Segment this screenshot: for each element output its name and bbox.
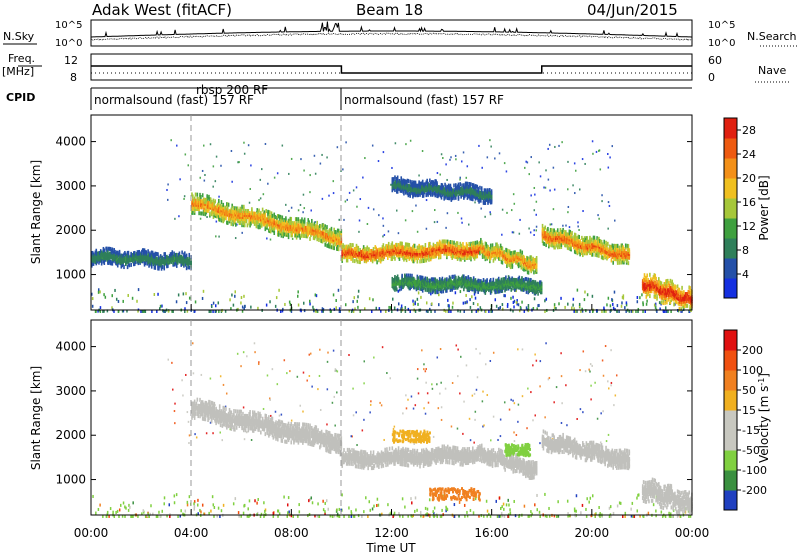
nave-tick-top: 60 — [708, 54, 722, 67]
noise-right-tick-top: 10^5 — [708, 20, 735, 31]
velocity-cbar-tick-6: -100 — [742, 464, 767, 477]
station-title: Adak West (fitACF) — [92, 1, 232, 19]
velocity-cbar-tick-1: 100 — [742, 364, 763, 377]
power-y-axis-label: Slant Range [km] — [29, 160, 43, 264]
velocity-swatch-4 — [724, 410, 737, 431]
power-colorbar-label: Power [dB] — [757, 175, 771, 240]
frequency-trace — [91, 65, 692, 74]
velocity-cbar-tick-4: -15 — [742, 424, 760, 437]
power-swatch-3 — [724, 218, 737, 239]
power-cbar-tick-4: 20 — [742, 172, 756, 185]
velocity-cbar-tick-0: 200 — [742, 344, 763, 357]
velocity-ytick-label-2: 3000 — [55, 384, 86, 398]
power-y-axis: 1000 2000 3000 4000 — [55, 135, 692, 282]
date-title: 04/Jun/2015 — [587, 1, 678, 19]
power-swatch-4 — [724, 198, 737, 219]
velocity-ytick-label-3: 4000 — [55, 340, 86, 354]
velocity-cbar-tick-2: 50 — [742, 384, 756, 397]
freq-label-2: [MHz] — [2, 65, 34, 78]
frequency-strip: Freq. [MHz] 12 8 60 0 Nave — [2, 52, 790, 84]
cpid-bar: CPID normalsound (fast) 157 RF normalsou… — [6, 83, 692, 110]
velocity-swatch-8 — [724, 330, 737, 351]
nave-label: Nave — [758, 64, 786, 77]
cpid-segment-1-text: normalsound (fast) 157 RF — [94, 93, 254, 107]
velocity-ytick-label-1: 2000 — [55, 428, 86, 442]
power-cbar-tick-1: 8 — [742, 244, 749, 257]
noise-left-tick-bottom: 10^0 — [55, 38, 82, 49]
power-cbar-tick-3: 16 — [742, 196, 756, 209]
noise-right-label: N.Search — [747, 30, 797, 43]
velocity-swatch-3 — [724, 430, 737, 451]
power-swatch-2 — [724, 238, 737, 259]
xtick-label-5: 20:00 — [575, 526, 610, 540]
velocity-ytick-label-0: 1000 — [55, 473, 86, 487]
power-colorbar: 4 8 12 16 20 24 28 Power [dB] — [723, 117, 771, 299]
cpid-label: CPID — [6, 91, 35, 104]
velocity-swatch-2 — [724, 450, 737, 471]
velocity-cbar-tick-5: -50 — [742, 444, 760, 457]
velocity-swatch-0 — [724, 490, 737, 511]
power-swatch-1 — [724, 258, 737, 279]
velocity-background-speckle — [92, 342, 692, 518]
xtick-label-3: 12:00 — [374, 526, 409, 540]
power-ytick-label-0: 1000 — [55, 268, 86, 282]
power-cbar-tick-5: 24 — [742, 148, 756, 161]
velocity-swatch-1 — [724, 470, 737, 491]
time-x-axis: 00:00 04:00 08:00 12:00 16:00 20:00 00:00 — [74, 304, 710, 540]
noise-left-tick-top: 10^5 — [55, 20, 82, 31]
xtick-label-6: 00:00 — [675, 526, 710, 540]
beam-title: Beam 18 — [356, 1, 423, 19]
velocity-cbar-tick-7: -200 — [742, 484, 767, 497]
velocity-colorbar-label: Velocity [m s-1] — [757, 373, 771, 463]
power-cbar-tick-0: 4 — [742, 268, 749, 281]
velocity-y-axis-label: Slant Range [km] — [29, 366, 43, 470]
power-swatch-7 — [724, 138, 737, 159]
power-ytick-label-3: 4000 — [55, 135, 86, 149]
cpid-segment-2-text: normalsound (fast) 157 RF — [344, 93, 504, 107]
power-cbar-tick-2: 12 — [742, 220, 756, 233]
velocity-cells — [191, 397, 693, 516]
velocity-y-axis: 1000 2000 3000 4000 — [55, 340, 692, 487]
noise-strip: N.Sky 10^5 10^0 10^5 10^0 N.Search — [3, 19, 798, 49]
xtick-label-2: 08:00 — [274, 526, 309, 540]
power-cbar-tick-6: 28 — [742, 124, 756, 137]
power-swatch-0 — [724, 278, 737, 299]
noise-left-label: N.Sky — [3, 30, 35, 43]
xtick-label-4: 16:00 — [474, 526, 509, 540]
power-swatch-5 — [724, 178, 737, 199]
velocity-swatch-5 — [724, 390, 737, 411]
xtick-label-0: 00:00 — [74, 526, 109, 540]
xtick-label-1: 04:00 — [174, 526, 209, 540]
velocity-cbar-tick-3: 15 — [742, 404, 756, 417]
velocity-colorbar: 200 100 50 15 -15 -50 -100 -200 Velocity [m s-1… — [723, 329, 771, 511]
power-echo-cells — [91, 175, 693, 313]
noise-right-tick-bottom: 10^0 — [708, 38, 735, 49]
nave-tick-bottom: 0 — [708, 71, 715, 84]
noise-sky-trace — [91, 21, 692, 38]
velocity-swatch-7 — [724, 350, 737, 371]
time-x-axis-label: Time UT — [365, 541, 416, 554]
power-swatch-6 — [724, 158, 737, 179]
power-ytick-label-1: 2000 — [55, 223, 86, 237]
power-swatch-8 — [724, 118, 737, 139]
freq-tick-top: 12 — [64, 54, 78, 67]
noise-search-trace — [90, 32, 693, 41]
power-panel: 1000 2000 3000 4000 Slant Range [km] — [29, 114, 693, 313]
power-background-speckle — [91, 139, 692, 313]
freq-tick-bottom: 8 — [70, 71, 77, 84]
freq-label-1: Freq. — [8, 52, 35, 65]
power-ytick-label-2: 3000 — [55, 179, 86, 193]
velocity-swatch-6 — [724, 370, 737, 391]
cpid-overlay-text: rbsp 200 RF — [196, 83, 268, 97]
